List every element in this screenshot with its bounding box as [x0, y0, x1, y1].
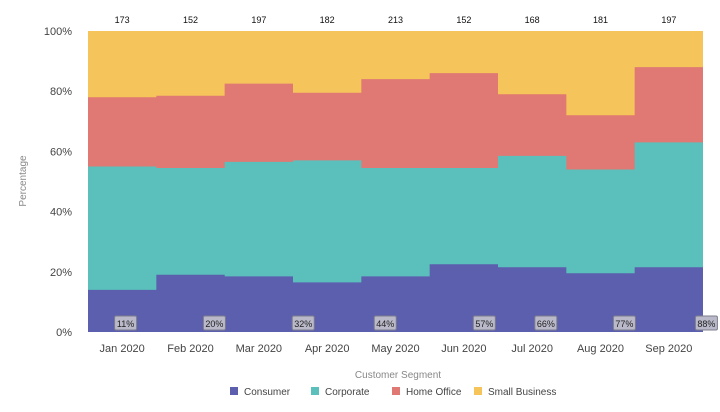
percent-badge: 11%	[114, 315, 138, 331]
legend-swatch	[311, 387, 319, 395]
badge-label: 44%	[376, 319, 394, 329]
y-tick-label: 100%	[44, 26, 72, 38]
badge-box	[202, 315, 226, 331]
y-tick-label: 20%	[50, 267, 72, 279]
legend-item: Small Business	[474, 387, 556, 398]
legend: Consumer Corporate Home Office Small Busine…	[230, 387, 556, 398]
area-consumer	[88, 264, 703, 332]
x-tick-label: Aug 2020	[577, 343, 624, 355]
badge-box	[291, 315, 315, 331]
x-tick-label: Apr 2020	[305, 343, 350, 355]
y-tick-label: 80%	[50, 86, 72, 98]
y-axis-title: Percentage	[18, 155, 29, 207]
column-total: 168	[525, 15, 540, 25]
column-total: 152	[456, 15, 471, 25]
badge-box	[612, 315, 636, 331]
legend-swatch	[230, 387, 238, 395]
x-tick-label: Jul 2020	[511, 343, 553, 355]
legend-swatch	[474, 387, 482, 395]
x-tick-label: Mar 2020	[236, 343, 282, 355]
legend-swatch	[392, 387, 400, 395]
x-tick-label: Jan 2020	[100, 343, 145, 355]
legend-label: Corporate	[325, 387, 370, 398]
column-total: 182	[320, 15, 335, 25]
column-total: 152	[183, 15, 198, 25]
y-tick-label: 60%	[50, 146, 72, 158]
percent-annotations: 11% 20% 32% 44% 57% 66% 77% 88%	[114, 315, 718, 331]
badge-box	[373, 315, 397, 331]
area-layers	[88, 31, 703, 333]
legend-label: Small Business	[488, 387, 556, 398]
x-tick-label: Feb 2020	[167, 343, 213, 355]
badge-box	[534, 315, 558, 331]
percent-badge: 66%	[534, 315, 558, 331]
badge-label: 88%	[697, 319, 715, 329]
badge-box	[472, 315, 496, 331]
column-total: 197	[251, 15, 266, 25]
badge-box	[114, 315, 138, 331]
column-total: 213	[388, 15, 403, 25]
column-total: 197	[661, 15, 676, 25]
badge-label: 77%	[615, 319, 633, 329]
percent-badge: 77%	[612, 315, 636, 331]
legend-label: Home Office	[406, 387, 462, 398]
badge-label: 11%	[117, 319, 134, 329]
legend-label: Consumer	[244, 387, 291, 398]
badge-label: 57%	[475, 319, 493, 329]
percent-badge: 88%	[694, 315, 718, 331]
x-tick-label: May 2020	[371, 343, 419, 355]
percent-badge: 20%	[202, 315, 226, 331]
legend-item: Consumer	[230, 387, 291, 398]
x-tick-label: Jun 2020	[441, 343, 486, 355]
x-axis-title: Customer Segment	[355, 370, 441, 381]
column-totals: 173 152 197 182 213 152 168 181 197	[115, 15, 677, 25]
y-tick-label: 0%	[56, 327, 72, 339]
x-tick-label: Sep 2020	[645, 343, 692, 355]
percent-badge: 44%	[373, 315, 397, 331]
x-axis: Jan 2020 Feb 2020 Mar 2020 Apr 2020 May 2020…	[100, 343, 693, 355]
column-total: 181	[593, 15, 608, 25]
badge-box	[694, 315, 718, 331]
y-axis: 0% 20% 40% 60% 80% 100%	[44, 26, 72, 339]
badge-label: 20%	[205, 319, 223, 329]
percent-badge: 57%	[472, 315, 496, 331]
column-total: 173	[115, 15, 130, 25]
percent-badge: 32%	[291, 315, 315, 331]
y-tick-label: 40%	[50, 207, 72, 219]
legend-item: Corporate	[311, 387, 370, 398]
badge-label: 32%	[294, 319, 312, 329]
badge-label: 66%	[537, 319, 555, 329]
legend-item: Home Office	[392, 387, 462, 398]
